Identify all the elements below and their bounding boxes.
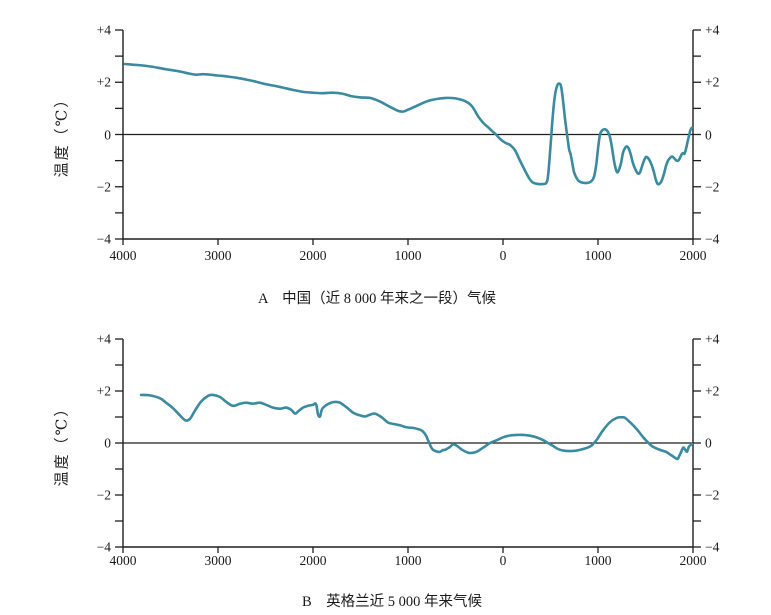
x-tick-label: 2000 [679, 248, 707, 263]
y-tick-label-right: −4 [705, 231, 720, 247]
y-tick-label-right: +2 [705, 383, 720, 399]
y-tick-label-left: −4 [96, 231, 111, 247]
x-tick-label: 1000 [394, 248, 422, 263]
x-tick-label: 3000 [204, 553, 232, 568]
y-tick-label-left: +2 [96, 383, 111, 399]
x-tick-label: 2000 [299, 553, 327, 568]
temperature-curve-a [123, 62, 694, 186]
caption-chart-a: A 中国（近 8 000 年来之一段）气候 [257, 291, 497, 307]
y-tick-label-right: −2 [705, 487, 720, 503]
x-tick-label: 2000 [299, 248, 327, 263]
x-tick-label: 4000 [109, 248, 137, 263]
y-tick-label-right: 0 [705, 435, 712, 451]
y-tick-label-left: −2 [96, 487, 111, 503]
y-tick-label-right: +2 [705, 74, 720, 90]
caption-chart-b: B 英格兰近 5 000 年来气候 [301, 594, 483, 610]
y-tick-label-left: +4 [96, 22, 111, 38]
x-tick-label: 3000 [204, 248, 232, 263]
y-tick-label-right: +4 [705, 22, 720, 38]
x-tick-label: 0 [499, 553, 507, 568]
y-axis-label-chart-b: 温度（℃） [54, 399, 71, 487]
y-tick-label-left: +4 [96, 331, 111, 347]
x-tick-label: 0 [499, 248, 507, 263]
y-tick-label-left: −2 [96, 179, 111, 194]
y-tick-label-left: 0 [104, 126, 111, 142]
y-axis-label-chart-a: 温度（℃） [54, 90, 71, 178]
x-tick-label: 1000 [584, 248, 612, 263]
x-tick-label: 2000 [679, 553, 707, 568]
temperature-curve-b [139, 393, 694, 461]
y-tick-label-right: −2 [705, 179, 720, 194]
x-tick-label: 1000 [584, 553, 612, 568]
y-tick-label-right: +4 [705, 331, 720, 347]
y-tick-label-right: 0 [705, 126, 712, 142]
x-tick-label: 1000 [394, 553, 422, 568]
y-tick-label-left: 0 [104, 435, 111, 451]
y-tick-label-left: +2 [96, 74, 111, 90]
x-tick-label: 4000 [109, 553, 137, 568]
y-tick-label-left: −4 [96, 539, 111, 555]
y-tick-label-right: −4 [705, 539, 720, 555]
